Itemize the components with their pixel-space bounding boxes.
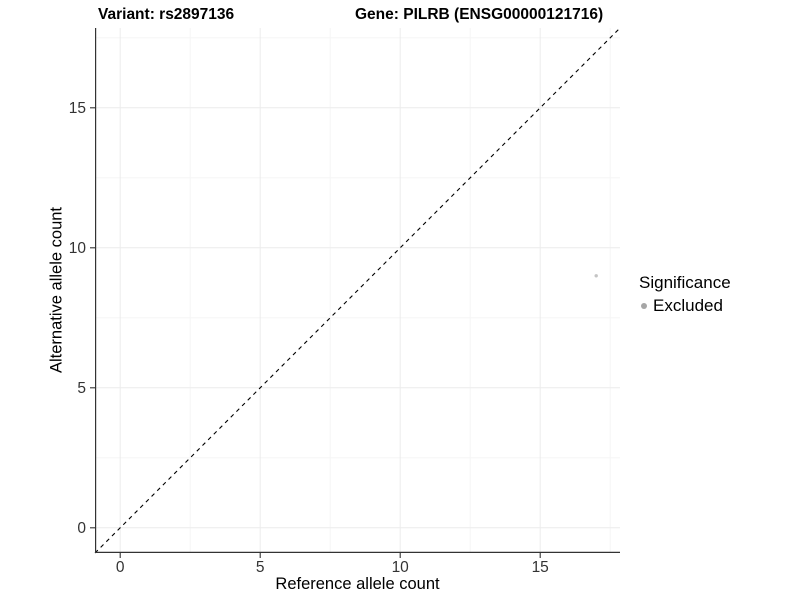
x-axis-title: Reference allele count	[275, 575, 440, 593]
svg-text:0: 0	[77, 520, 86, 537]
plot-panel: 0 5 10 15 0 5 10 15	[69, 27, 621, 576]
svg-text:5: 5	[256, 559, 265, 576]
svg-text:0: 0	[116, 559, 125, 576]
svg-text:10: 10	[69, 240, 87, 257]
svg-text:10: 10	[392, 559, 410, 576]
legend-title: Significance	[639, 273, 731, 292]
legend: Significance Excluded	[639, 273, 731, 316]
legend-point-icon	[641, 303, 647, 309]
y-axis-title: Alternative allele count	[47, 206, 66, 374]
legend-item-label: Excluded	[653, 296, 723, 315]
plot-title-gene: Gene: PILRB (ENSG00000121716)	[355, 6, 604, 23]
svg-text:15: 15	[69, 100, 86, 117]
legend-item-excluded: Excluded	[641, 296, 731, 316]
svg-text:15: 15	[532, 559, 549, 576]
svg-text:5: 5	[77, 380, 86, 397]
plot-title-variant: Variant: rs2897136	[98, 6, 235, 23]
